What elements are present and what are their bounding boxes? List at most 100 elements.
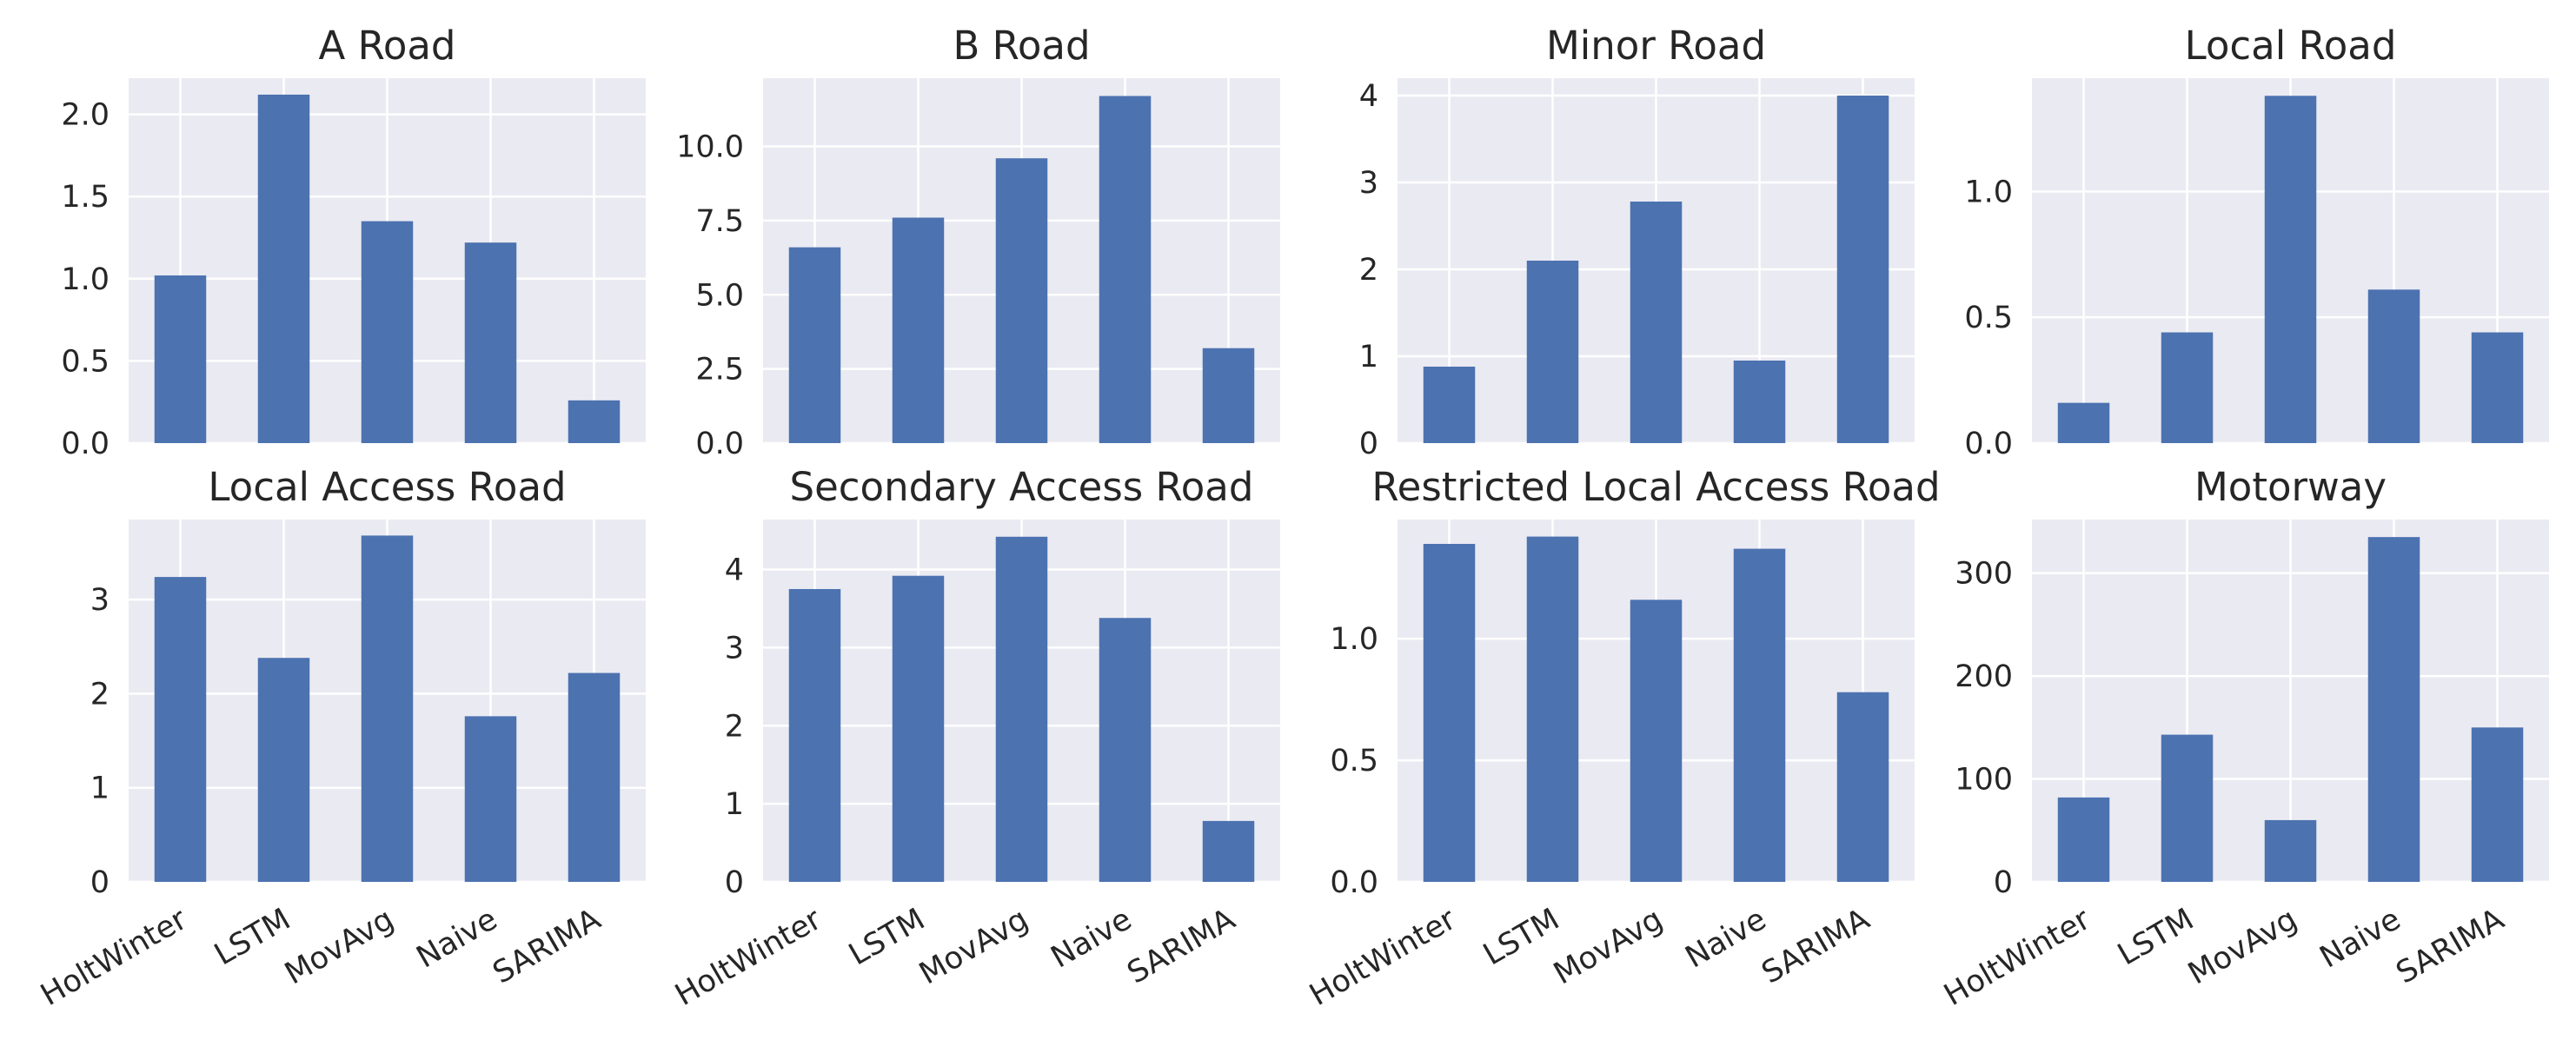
y-tick-label: 4 (1359, 79, 1378, 114)
y-tick-label: 2 (725, 709, 744, 744)
y-tick-label: 2.0 (61, 98, 110, 133)
bar-naive (1733, 361, 1786, 443)
x-tick-label: MovAvg (913, 902, 1034, 991)
panel-2: Minor Road 0 1 2 3 4 (1359, 23, 1915, 461)
y-tick-label: 1.5 (61, 180, 110, 215)
bar-movavg (995, 158, 1048, 443)
y-tick-label: 0 (90, 865, 110, 900)
panel-title: Secondary Access Road (790, 464, 1254, 510)
bar-holtwinter (2057, 402, 2110, 443)
y-tick-label: 1 (90, 772, 110, 806)
bar-holtwinter (1423, 543, 1476, 882)
bar-naive (2367, 537, 2420, 882)
y-tick-label: 200 (1955, 659, 2013, 694)
y-tick-label: 1 (725, 787, 744, 822)
bar-naive (1099, 618, 1152, 882)
y-tick-label: 2 (90, 677, 110, 712)
panel-title: Restricted Local Access Road (1371, 464, 1940, 510)
bar-movavg (2264, 96, 2317, 443)
bar-sarima (1202, 348, 1255, 443)
y-tick-label: 0.0 (1330, 865, 1378, 900)
panel-title: Minor Road (1546, 23, 1766, 69)
panel-title: A Road (318, 23, 455, 69)
y-tick-label: 0 (1994, 865, 2013, 900)
panel-0: A Road 0.0 0.5 1.0 1.5 2.0 (61, 23, 646, 461)
bar-movavg (361, 535, 414, 882)
y-tick-label: 0.0 (695, 427, 744, 461)
x-tick-label: HoltWinter (1304, 902, 1462, 1013)
y-tick-label: 0.5 (61, 344, 110, 379)
bar-naive (464, 716, 517, 882)
y-tick-label: 0.5 (1330, 744, 1378, 778)
x-tick-label: MovAvg (2182, 902, 2303, 991)
panel-3: Local Road 0.0 0.5 1.0 (1964, 23, 2549, 461)
bar-holtwinter (788, 247, 841, 443)
bar-sarima (1836, 96, 1889, 443)
bar-lstm (1526, 261, 1579, 443)
panel-title: B Road (953, 23, 1090, 69)
x-tick-label: HoltWinter (1938, 902, 2096, 1013)
bar-lstm (2161, 332, 2214, 443)
x-tick-label: SARIMA (1122, 902, 1241, 990)
y-tick-label: 1.0 (1330, 622, 1378, 657)
y-tick-label: 0 (725, 865, 744, 900)
x-tick-label: MovAvg (1548, 902, 1669, 991)
bar-lstm (257, 658, 310, 882)
y-tick-label: 4 (725, 553, 744, 588)
bar-sarima (1202, 820, 1255, 882)
bar-lstm (2161, 734, 2214, 882)
x-tick-label: HoltWinter (669, 902, 827, 1013)
y-tick-label: 2.5 (695, 353, 744, 388)
y-tick-label: 2 (1359, 253, 1378, 288)
bar-movavg (1630, 202, 1683, 443)
bar-movavg (2264, 819, 2317, 882)
y-tick-label: 0.5 (1964, 301, 2013, 335)
y-tick-label: 7.5 (695, 204, 744, 239)
panel-1: B Road 0.0 2.5 5.0 7.5 10.0 (676, 23, 1280, 461)
bar-sarima (2471, 727, 2524, 882)
bar-naive (1099, 96, 1152, 444)
x-tick-label: HoltWinter (35, 902, 193, 1013)
bar-lstm (257, 94, 310, 444)
bar-lstm (1526, 536, 1579, 882)
bar-holtwinter (788, 588, 841, 882)
y-tick-label: 0.0 (61, 427, 110, 461)
bar-sarima (568, 672, 621, 882)
bar-lstm (892, 575, 945, 882)
panel-title: Local Road (2185, 23, 2397, 69)
y-tick-label: 3 (90, 583, 110, 618)
panel-title: Local Access Road (208, 464, 566, 510)
y-tick-label: 5.0 (695, 278, 744, 313)
y-tick-label: 100 (1955, 763, 2013, 798)
bar-lstm (892, 217, 945, 444)
bar-sarima (2471, 332, 2524, 443)
bar-naive (2367, 289, 2420, 443)
bar-movavg (995, 536, 1048, 882)
x-tick-label: MovAvg (279, 902, 400, 991)
y-tick-label: 3 (725, 631, 744, 666)
y-tick-label: 1 (1359, 340, 1378, 374)
panel-6: Restricted Local Access Road 0.0 0.5 1.0 Hol… (1304, 464, 1940, 1013)
y-tick-label: 0 (1359, 427, 1378, 461)
y-tick-label: 300 (1955, 557, 2013, 592)
x-tick-label: SARIMA (2391, 902, 2510, 990)
bar-holtwinter (154, 275, 207, 443)
bar-sarima (1836, 692, 1889, 882)
bar-naive (464, 242, 517, 443)
x-tick-label: SARIMA (1756, 902, 1876, 990)
bar-movavg (1630, 599, 1683, 882)
y-tick-label: 3 (1359, 166, 1378, 201)
bar-movavg (361, 221, 414, 443)
y-tick-label: 1.0 (61, 262, 110, 297)
y-tick-label: 0.0 (1964, 427, 2013, 461)
bar-holtwinter (2057, 797, 2110, 882)
bar-naive (1733, 548, 1786, 882)
panel-title: Motorway (2194, 464, 2387, 510)
bar-holtwinter (154, 577, 207, 882)
y-tick-label: 10.0 (676, 130, 744, 165)
x-tick-label: SARIMA (488, 902, 607, 990)
